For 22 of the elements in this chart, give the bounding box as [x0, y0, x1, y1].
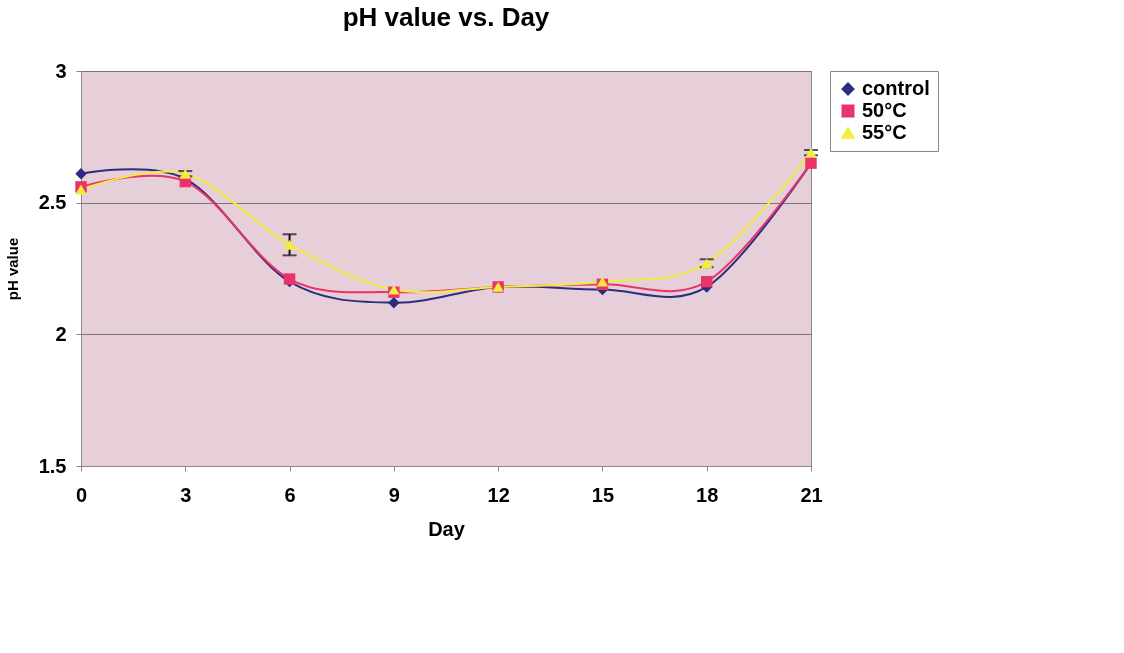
- y-axis-title: pH value: [3, 237, 21, 301]
- x-tick-label: 15: [591, 483, 615, 506]
- y-tick-label: 2.5: [38, 191, 67, 214]
- x-axis-title: Day: [428, 517, 466, 540]
- x-tick-label: 18: [696, 483, 719, 506]
- x-tick-label: 12: [487, 483, 510, 506]
- legend-label: 50°C: [862, 99, 907, 121]
- x-tick-label: 3: [180, 483, 192, 506]
- legend-label: control: [862, 77, 930, 99]
- point: [75, 168, 87, 180]
- x-tick-label: 21: [800, 483, 823, 506]
- x-tick-label: 9: [388, 483, 400, 506]
- legend-label: 55°C: [862, 121, 907, 143]
- x-tick-label: 6: [284, 483, 296, 506]
- y-tick-label: 2: [55, 322, 67, 345]
- point: [701, 275, 713, 288]
- y-tick-label: 3: [55, 59, 67, 82]
- y-tick-label: 1.5: [38, 454, 67, 477]
- point: [388, 297, 400, 309]
- chart-title: pH value vs. Day: [342, 2, 550, 32]
- point: [283, 239, 296, 250]
- x-tick-label: 0: [75, 483, 88, 506]
